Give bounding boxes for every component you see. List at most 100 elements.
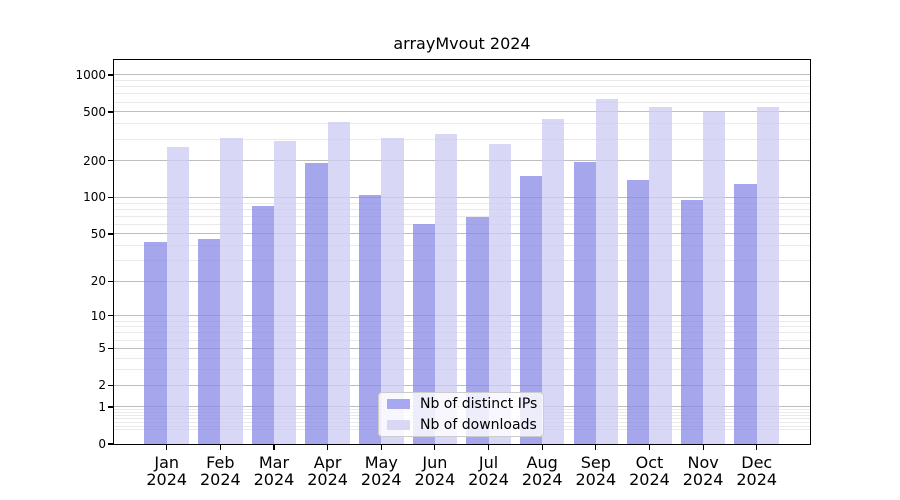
bar-sep-downloads (595, 99, 619, 444)
gridline-major (114, 160, 810, 162)
x-tick-label: Jun 2024 (414, 453, 456, 489)
gridline-minor (114, 80, 810, 82)
gridline-major (114, 384, 810, 386)
gridline-minor (114, 369, 810, 371)
x-tick-label: May 2024 (360, 453, 402, 489)
y-tick-label: 1 (98, 399, 106, 414)
gridline-minor (114, 326, 810, 328)
y-tick-mark (108, 196, 114, 199)
bar-apr-distinct-ips (305, 162, 328, 444)
gridline-minor (114, 215, 810, 217)
y-tick-mark (108, 233, 114, 235)
y-tick-label: 10 (90, 308, 106, 323)
bars-layer (114, 60, 810, 444)
gridline-major (114, 347, 810, 349)
y-tick-label: 1000 (75, 67, 106, 82)
y-tick-mark (108, 315, 114, 317)
x-tick-mark (541, 444, 543, 450)
bar-dec-downloads (756, 107, 780, 444)
y-tick-label: 100 (83, 190, 106, 205)
bar-aug-distinct-ips (519, 175, 543, 444)
gridline-minor (114, 86, 810, 88)
x-tick-mark (273, 444, 275, 450)
bar-jan-distinct-ips (144, 241, 167, 444)
x-tick-label: Aug 2024 (521, 453, 563, 489)
gridline-minor (114, 339, 810, 341)
y-tick-mark (108, 74, 114, 76)
x-tick-label: Sep 2024 (575, 453, 617, 489)
y-tick-label: 500 (83, 104, 106, 119)
y-tick-label: 2 (98, 378, 106, 393)
gridline-major (114, 111, 810, 113)
x-tick-mark (487, 444, 490, 450)
legend-entry-downloads: Nb of downloads (379, 416, 543, 434)
bar-jan-downloads (166, 146, 189, 444)
bar-feb-distinct-ips (198, 239, 221, 444)
gridline-minor (114, 357, 810, 359)
bar-dec-distinct-ips (734, 183, 757, 444)
bar-mar-downloads (273, 140, 297, 444)
legend: Nb of distinct IPs Nb of downloads (378, 392, 544, 437)
x-tick-mark (166, 444, 168, 450)
x-tick-label: Oct 2024 (629, 453, 670, 489)
gridline-major (114, 280, 810, 282)
bar-jul-distinct-ips (466, 217, 489, 444)
x-tick-mark (756, 444, 758, 450)
gridline-minor (114, 320, 810, 322)
legend-entry-distinct-ips: Nb of distinct IPs (379, 395, 543, 413)
legend-swatch-downloads (387, 420, 410, 430)
gridline-major (114, 315, 810, 317)
gridline-minor (114, 138, 810, 140)
gridline-minor (114, 123, 810, 125)
x-tick-mark (434, 444, 436, 450)
y-tick-mark (108, 111, 114, 113)
bar-jul-downloads (488, 144, 511, 444)
y-tick-label: 200 (83, 153, 106, 168)
gridline-major (114, 233, 810, 235)
bar-oct-distinct-ips (627, 180, 650, 444)
gridline-minor (114, 208, 810, 210)
gridline-major (114, 196, 810, 198)
x-tick-label: Jan 2024 (146, 453, 188, 489)
bar-jun-distinct-ips (412, 223, 435, 444)
bar-aug-downloads (542, 119, 565, 444)
x-tick-label: Feb 2024 (199, 453, 241, 489)
bar-may-distinct-ips (358, 194, 382, 444)
gridline-minor (114, 202, 810, 204)
y-tick-label: 50 (90, 226, 106, 241)
x-tick-mark (702, 444, 704, 450)
bar-sep-distinct-ips (573, 162, 596, 444)
y-tick-mark (108, 443, 114, 445)
gridline-minor (114, 101, 810, 103)
y-tick-mark (108, 347, 114, 349)
bar-may-downloads (381, 138, 404, 444)
x-tick-label: Nov 2024 (682, 453, 724, 489)
y-tick-mark (108, 160, 114, 162)
x-tick-mark (595, 444, 597, 450)
y-tick-label: 5 (98, 341, 106, 356)
y-tick-mark (108, 280, 114, 282)
gridline-minor (114, 223, 810, 225)
y-tick-label: 20 (90, 274, 106, 289)
gridline-minor (114, 245, 810, 247)
plot-area (113, 59, 811, 445)
y-tick-label: 0 (98, 437, 106, 451)
legend-swatch-distinct-ips (387, 399, 410, 409)
gridline-major (114, 74, 810, 76)
bar-jun-downloads (434, 134, 458, 444)
x-tick-mark (219, 444, 221, 450)
y-tick-mark (108, 406, 114, 408)
bar-nov-distinct-ips (680, 200, 704, 444)
x-tick-mark (380, 444, 382, 450)
bar-oct-downloads (649, 107, 672, 444)
x-tick-mark (648, 444, 651, 450)
x-tick-label: Dec 2024 (736, 453, 778, 489)
bar-apr-downloads (327, 122, 350, 444)
y-tick-mark (108, 384, 114, 386)
x-tick-label: Apr 2024 (307, 453, 348, 489)
gridline-minor (114, 260, 810, 262)
gridline-minor (114, 332, 810, 334)
chart-title: arrayMvout 2024 (393, 34, 531, 53)
x-tick-label: Jul 2024 (468, 453, 509, 489)
